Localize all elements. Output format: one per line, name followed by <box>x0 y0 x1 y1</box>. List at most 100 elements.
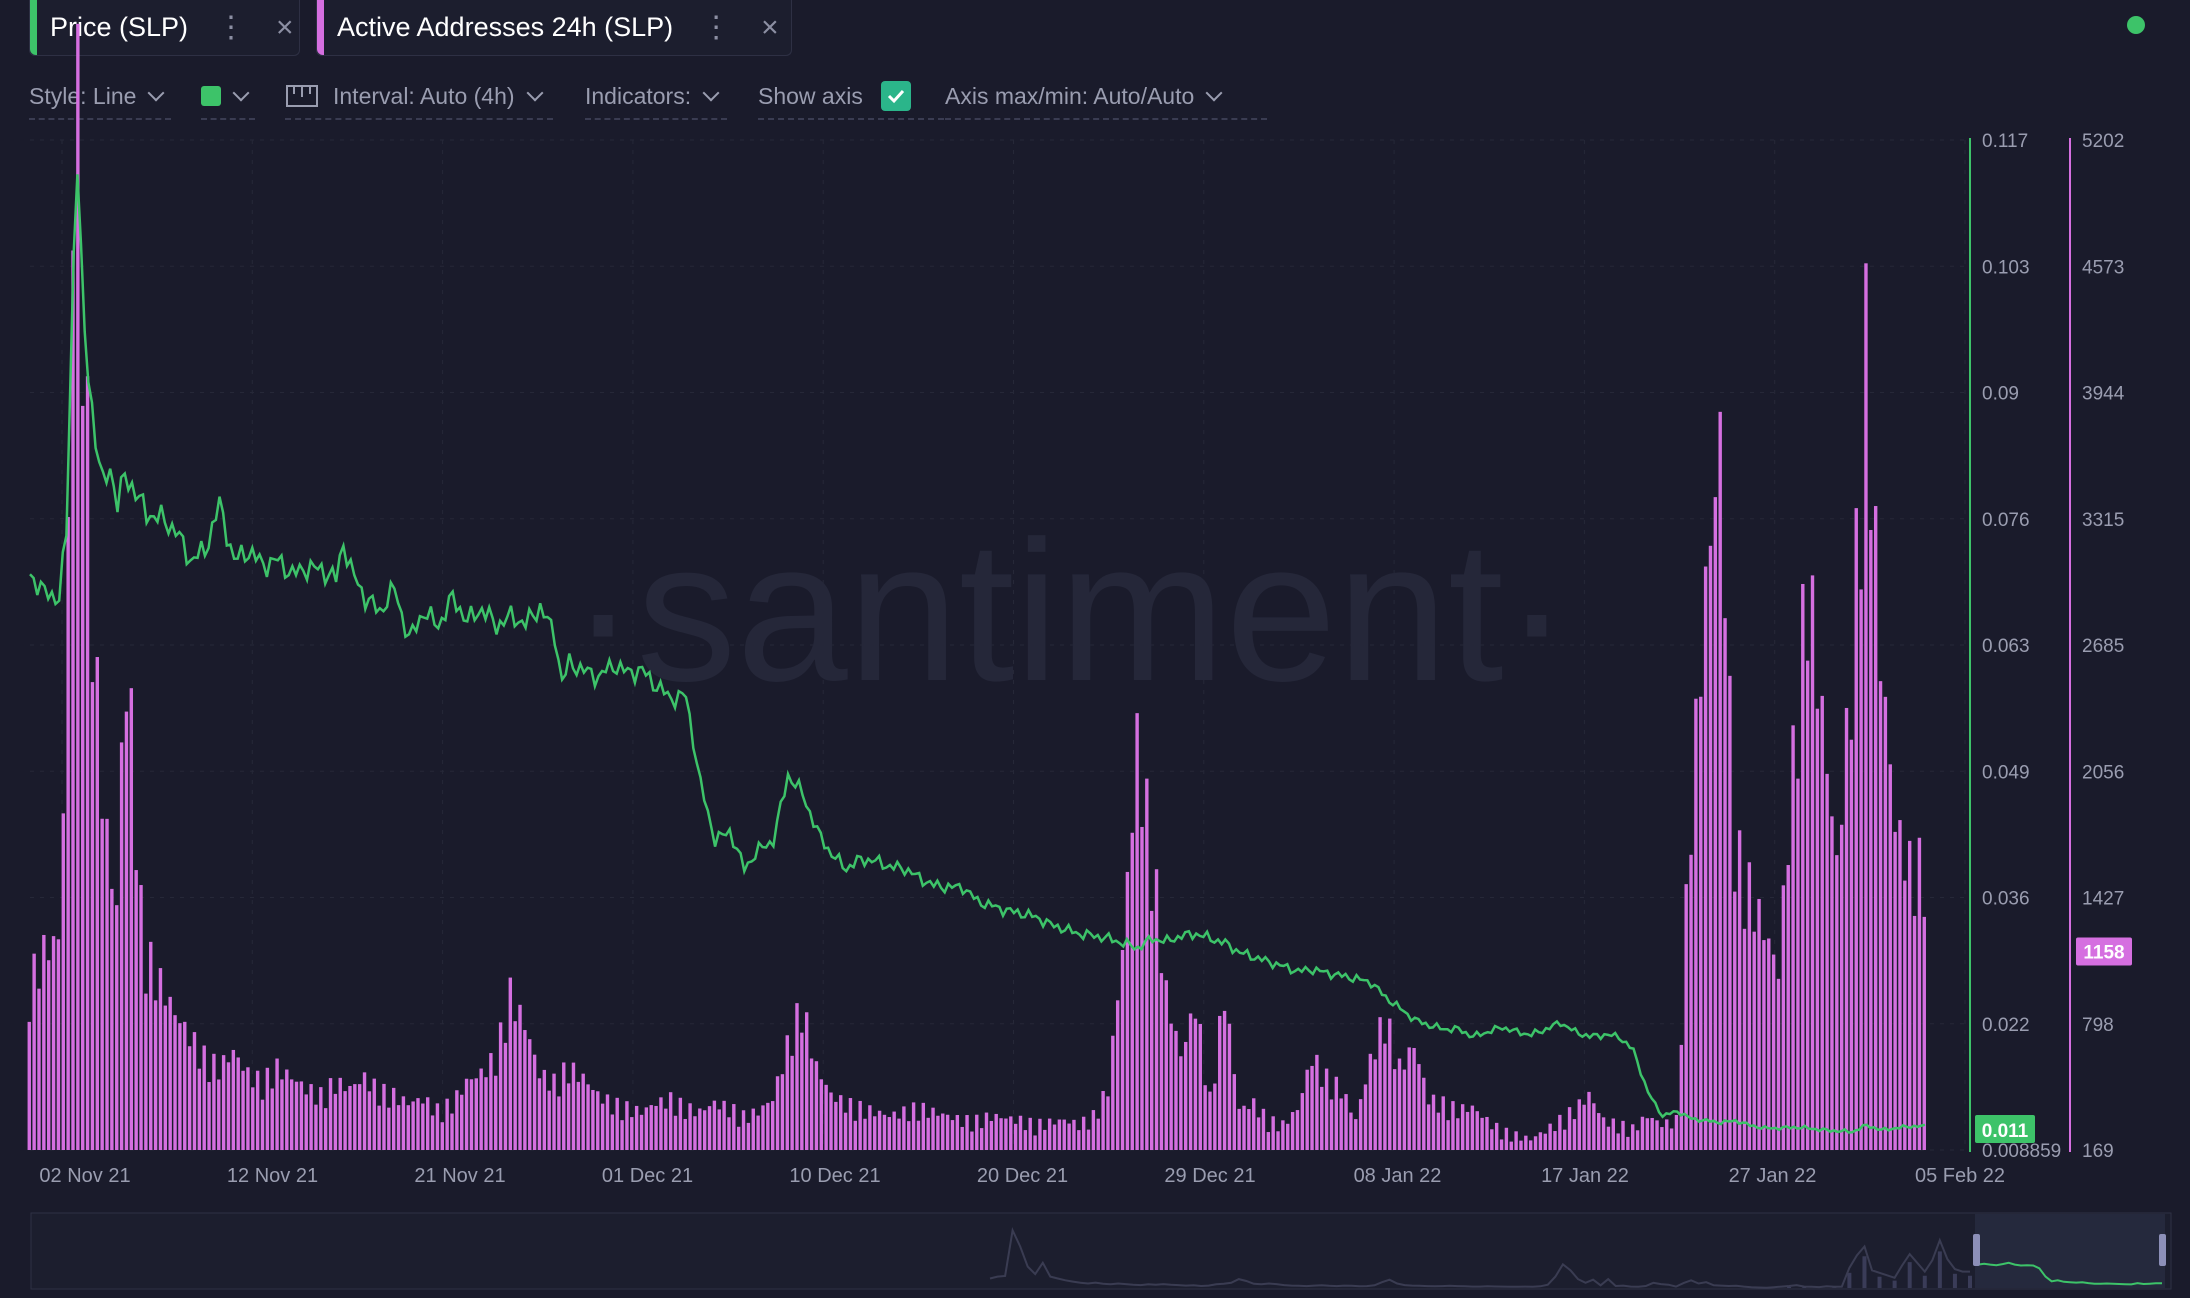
navigator-right-handle[interactable] <box>2159 1234 2166 1266</box>
tab-price-slp[interactable]: Price (SLP) ⋮ × <box>29 0 300 56</box>
addresses-bar <box>1154 869 1159 1150</box>
price-tick-label: 0.049 <box>1982 762 2030 783</box>
addresses-bar <box>528 1039 532 1150</box>
addresses-bar <box>1013 1123 1018 1150</box>
addresses-bar <box>105 818 109 1150</box>
addresses-bar <box>600 1103 605 1150</box>
addresses-bar <box>460 1094 464 1150</box>
addresses-bar <box>421 1103 425 1150</box>
ruler-icon <box>286 85 318 107</box>
addresses-bar <box>1441 1096 1445 1150</box>
addresses-bar <box>1786 865 1790 1150</box>
addresses-tick-label: 3944 <box>2082 384 2125 405</box>
show-axis-toggle[interactable]: Show axis <box>758 74 944 120</box>
addresses-bar <box>1115 1000 1120 1150</box>
color-picker[interactable] <box>201 74 255 120</box>
addresses-bar <box>1655 1120 1659 1150</box>
close-icon[interactable]: × <box>761 10 779 44</box>
addresses-bar <box>1825 773 1829 1150</box>
addresses-bar <box>1509 1141 1513 1150</box>
addresses-bar <box>1397 1058 1402 1150</box>
addresses-bar <box>1451 1101 1455 1150</box>
addresses-bar <box>1737 830 1742 1150</box>
addresses-bar <box>134 870 138 1150</box>
addresses-bar <box>668 1092 673 1150</box>
interval-dropdown[interactable]: Interval: Auto (4h) <box>285 74 553 120</box>
addresses-bar <box>1611 1118 1615 1150</box>
addresses-bar <box>664 1108 668 1150</box>
addresses-bar <box>246 1067 250 1150</box>
addresses-bar <box>42 934 46 1150</box>
addresses-bar <box>37 988 41 1150</box>
addresses-bar <box>85 376 90 1150</box>
indicators-dropdown[interactable]: Indicators: <box>585 74 727 120</box>
addresses-bar <box>1334 1076 1339 1150</box>
navigator-selection[interactable] <box>1975 1214 2165 1288</box>
addresses-bar <box>241 1070 245 1150</box>
axis-maxmin-dropdown[interactable]: Axis max/min: Auto/Auto <box>945 74 1267 120</box>
addresses-bar <box>1436 1112 1441 1150</box>
addresses-bar <box>411 1101 415 1150</box>
color-swatch <box>201 86 221 106</box>
price-last-value-badge <box>1975 1115 2035 1144</box>
addresses-bar <box>1645 1118 1650 1150</box>
addresses-bar <box>47 960 51 1150</box>
addresses-bar <box>1431 1094 1436 1150</box>
tab-active-addresses[interactable]: Active Addresses 24h (SLP) ⋮ × <box>316 0 792 56</box>
addresses-bar <box>1631 1124 1635 1150</box>
addresses-bar <box>1081 1116 1086 1150</box>
addresses-bar <box>1368 1053 1373 1150</box>
santiment-watermark: ·santiment· <box>570 500 1570 723</box>
addresses-bar <box>887 1117 892 1150</box>
addresses-bar <box>1018 1115 1023 1150</box>
addresses-bar <box>1388 1018 1392 1150</box>
addresses-bar <box>1062 1119 1066 1150</box>
addresses-bar <box>1742 928 1747 1150</box>
addresses-bar <box>581 1073 585 1150</box>
tab-color-stripe <box>30 0 37 55</box>
navigator-left-handle[interactable] <box>1973 1234 1980 1266</box>
addresses-bar <box>702 1110 707 1150</box>
addresses-bar <box>610 1114 615 1150</box>
addresses-bar <box>1815 708 1820 1150</box>
addresses-bar <box>926 1117 930 1150</box>
axis-maxmin-label: Axis max/min: Auto/Auto <box>945 82 1195 109</box>
addresses-bar <box>1057 1119 1062 1150</box>
timeline-navigator[interactable] <box>30 1212 2190 1292</box>
addresses-bar <box>372 1078 376 1150</box>
addresses-bar <box>717 1109 721 1150</box>
live-status-indicator <box>2127 16 2145 34</box>
addresses-bar <box>814 1061 819 1150</box>
addresses-bar <box>950 1120 955 1150</box>
addresses-bar <box>1854 508 1858 1150</box>
addresses-bar <box>1538 1132 1543 1150</box>
addresses-bar <box>110 888 114 1150</box>
addresses-bar <box>605 1094 610 1150</box>
style-dropdown[interactable]: Style: Line <box>29 74 171 120</box>
addresses-bar <box>416 1098 420 1150</box>
addresses-bar <box>1791 725 1795 1150</box>
addresses-bar <box>430 1115 435 1150</box>
navigator-bar <box>1877 1276 1882 1288</box>
addresses-bar <box>1626 1136 1630 1150</box>
addresses-bar <box>299 1081 304 1150</box>
addresses-bar <box>1091 1110 1096 1150</box>
close-icon[interactable]: × <box>276 10 294 44</box>
addresses-bar <box>338 1077 342 1150</box>
addresses-bar <box>1329 1099 1334 1150</box>
addresses-bar <box>1344 1094 1348 1150</box>
addresses-bar <box>630 1117 634 1150</box>
addresses-bar <box>440 1122 444 1150</box>
addresses-bar <box>202 1045 206 1150</box>
addresses-bar <box>1689 854 1693 1150</box>
more-options-icon[interactable]: ⋮ <box>216 10 247 44</box>
addresses-bar <box>231 1049 236 1150</box>
price-axis-ticks: 0.117 0.103 0.09 0.076 0.063 0.049 0.036 0.022 0… <box>1982 131 2061 1162</box>
addresses-bar <box>1193 1018 1198 1150</box>
addresses-bar <box>625 1101 629 1150</box>
show-axis-checkbox[interactable] <box>880 81 911 111</box>
addresses-bar <box>328 1078 333 1150</box>
more-options-icon[interactable]: ⋮ <box>701 10 732 44</box>
addresses-bar <box>1635 1130 1640 1150</box>
